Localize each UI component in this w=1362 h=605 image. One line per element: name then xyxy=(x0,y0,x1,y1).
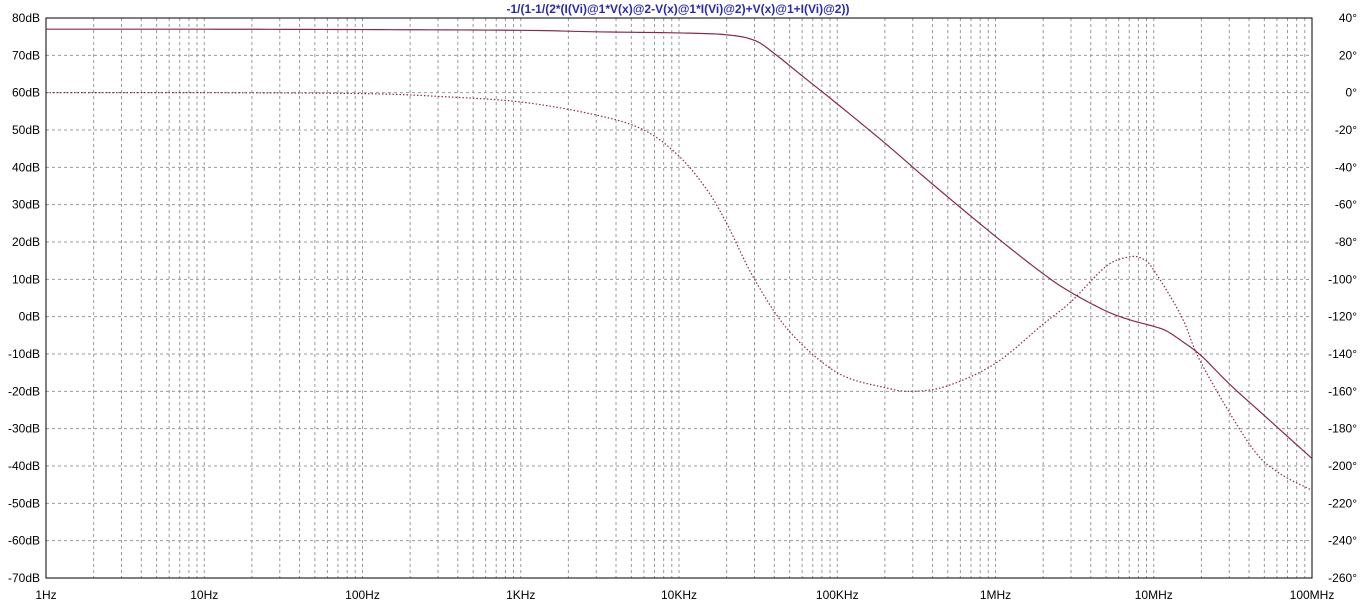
right-tick-label: 20° xyxy=(1339,48,1357,62)
right-tick-label: -240° xyxy=(1328,534,1357,548)
grid xyxy=(46,18,1312,578)
x-tick-label: 1KHz xyxy=(506,588,535,602)
x-tick-label: 10KHz xyxy=(661,588,697,602)
right-tick-label: -180° xyxy=(1328,422,1357,436)
right-tick-label: -60° xyxy=(1335,198,1357,212)
right-tick-label: -160° xyxy=(1328,384,1357,398)
left-tick-label: -60dB xyxy=(8,534,40,548)
left-tick-label: 0dB xyxy=(19,310,40,324)
left-tick-label: -40dB xyxy=(8,459,40,473)
chart-title: -1/(1-1/(2*(I(Vi)@1*V(x)@2-V(x)@1*I(Vi)@… xyxy=(507,2,850,16)
phase-curve xyxy=(45,91,1313,491)
right-tick-label: -140° xyxy=(1328,347,1357,361)
left-tick-label: 50dB xyxy=(12,123,40,137)
right-tick-label: -40° xyxy=(1335,160,1357,174)
right-tick-label: 40° xyxy=(1339,11,1357,25)
x-axis-labels: 1Hz 10Hz 100Hz 1KHz 10KHz 100KHz 1MHz 10MHz 100M… xyxy=(35,588,1334,602)
magnitude-curve xyxy=(46,28,1313,459)
left-tick-label: 80dB xyxy=(12,11,40,25)
right-tick-label: -120° xyxy=(1328,310,1357,324)
right-tick-label: -80° xyxy=(1335,235,1357,249)
right-tick-label: -200° xyxy=(1328,459,1357,473)
x-tick-label: 100KHz xyxy=(816,588,859,602)
right-tick-label: -100° xyxy=(1328,272,1357,286)
right-tick-label: 0° xyxy=(1346,86,1358,100)
plot-frame xyxy=(45,17,1313,579)
x-tick-label: 1Hz xyxy=(35,588,56,602)
left-tick-label: 10dB xyxy=(12,272,40,286)
left-tick-label: 70dB xyxy=(12,48,40,62)
right-tick-label: -260° xyxy=(1328,571,1357,585)
left-tick-label: -50dB xyxy=(8,496,40,510)
left-tick-label: 40dB xyxy=(12,160,40,174)
x-tick-label: 1MHz xyxy=(980,588,1011,602)
left-axis-labels: 80dB 70dB 60dB 50dB 40dB 30dB 20dB 10dB 0dB -10dB… xyxy=(8,11,40,585)
right-axis-labels: 40° 20° 0° -20° -40° -60° -80° -100° -120° -140° -… xyxy=(1328,11,1357,585)
x-tick-label: 100MHz xyxy=(1290,588,1335,602)
right-tick-label: -20° xyxy=(1335,123,1357,137)
left-tick-label: -70dB xyxy=(8,571,40,585)
curves xyxy=(45,28,1313,491)
left-tick-label: -10dB xyxy=(8,347,40,361)
right-tick-label: -220° xyxy=(1328,496,1357,510)
x-tick-label: 10Hz xyxy=(190,588,218,602)
left-tick-label: 30dB xyxy=(12,198,40,212)
x-tick-label: 100Hz xyxy=(345,588,380,602)
left-tick-label: -20dB xyxy=(8,384,40,398)
left-tick-label: 20dB xyxy=(12,235,40,249)
x-tick-label: 10MHz xyxy=(1135,588,1173,602)
left-tick-label: 60dB xyxy=(12,86,40,100)
left-tick-label: -30dB xyxy=(8,422,40,436)
